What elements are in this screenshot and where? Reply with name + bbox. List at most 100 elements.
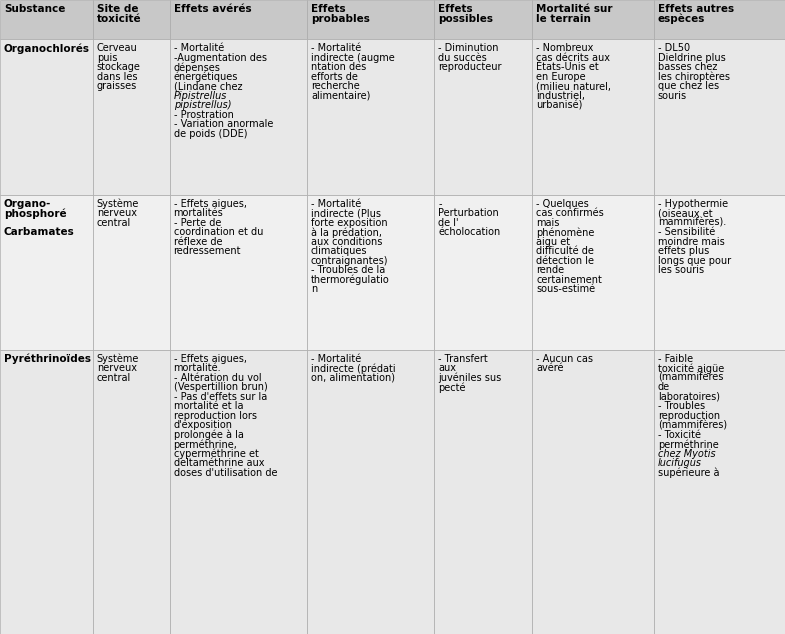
Bar: [532, 0, 654, 39]
Text: Organo-: Organo-: [4, 198, 51, 209]
Text: écholocation: écholocation: [438, 227, 500, 237]
Text: - Pas d'effets sur la: - Pas d'effets sur la: [173, 392, 267, 402]
Text: (oiseaux et: (oiseaux et: [658, 208, 713, 218]
Text: le terrain: le terrain: [536, 13, 591, 23]
Text: recherche: recherche: [311, 81, 360, 91]
Text: on, alimentation): on, alimentation): [311, 373, 395, 383]
Text: du succès: du succès: [438, 53, 487, 63]
Text: - Nombreux: - Nombreux: [536, 43, 593, 53]
Text: perméthrine,: perméthrine,: [173, 439, 237, 450]
Text: - Mortalité: - Mortalité: [173, 43, 224, 53]
Text: coordination et du: coordination et du: [173, 227, 263, 237]
Text: possibles: possibles: [438, 13, 493, 23]
Text: - Altération du vol: - Altération du vol: [173, 373, 261, 383]
Text: longs que pour: longs que pour: [658, 256, 731, 266]
Text: basses chez: basses chez: [658, 62, 717, 72]
Text: - Quelques: - Quelques: [536, 198, 589, 209]
Text: n: n: [311, 284, 317, 294]
Bar: [170, 0, 307, 39]
Text: toxicité: toxicité: [97, 13, 141, 23]
Text: prolongée à la: prolongée à la: [173, 430, 243, 441]
Text: réflexe de: réflexe de: [173, 236, 222, 247]
Text: mortalités: mortalités: [173, 208, 223, 218]
Bar: [170, 39, 307, 195]
Text: - Sensibilité: - Sensibilité: [658, 227, 715, 237]
Text: - Troubles: - Troubles: [658, 401, 705, 411]
Text: industriel,: industriel,: [536, 91, 586, 101]
Text: probables: probables: [311, 13, 370, 23]
Text: alimentaire): alimentaire): [311, 91, 371, 101]
Text: (milieu naturel,: (milieu naturel,: [536, 81, 612, 91]
Text: urbanisé): urbanisé): [536, 100, 582, 110]
Text: Effets: Effets: [438, 4, 473, 14]
Text: puis: puis: [97, 53, 117, 63]
Text: Substance: Substance: [4, 4, 65, 14]
Bar: [170, 350, 307, 634]
Text: de l': de l': [438, 217, 458, 228]
Text: - Hypothermie: - Hypothermie: [658, 198, 728, 209]
Text: forte exposition: forte exposition: [311, 217, 388, 228]
Text: (mammifères): (mammifères): [658, 420, 727, 430]
Text: climatiques: climatiques: [311, 246, 367, 256]
Text: souris: souris: [658, 91, 687, 101]
Text: mais: mais: [536, 217, 560, 228]
Text: de poids (DDE): de poids (DDE): [173, 129, 247, 139]
Text: mortalité.: mortalité.: [173, 363, 221, 373]
Text: Système: Système: [97, 198, 139, 209]
Text: aigu et: aigu et: [536, 236, 571, 247]
Bar: [0, 350, 93, 634]
Text: - Variation anormale: - Variation anormale: [173, 119, 273, 129]
Text: -: -: [438, 198, 442, 209]
Text: phosphoré: phosphoré: [4, 208, 67, 219]
Text: cas confirmés: cas confirmés: [536, 208, 604, 218]
Text: - Diminution: - Diminution: [438, 43, 498, 53]
Text: - Effets aigues,: - Effets aigues,: [173, 354, 246, 364]
Bar: [93, 350, 170, 634]
Text: reproducteur: reproducteur: [438, 62, 502, 72]
Text: moindre mais: moindre mais: [658, 236, 725, 247]
Text: - Mortalité: - Mortalité: [311, 354, 361, 364]
Text: indirecte (Plus: indirecte (Plus: [311, 208, 381, 218]
Text: de: de: [658, 382, 670, 392]
Text: reproduction lors: reproduction lors: [173, 411, 257, 421]
Text: thermorégulatio: thermorégulatio: [311, 275, 389, 285]
Bar: [532, 39, 654, 195]
Text: redressement: redressement: [173, 246, 241, 256]
Text: Perturbation: Perturbation: [438, 208, 498, 218]
Text: -Augmentation des: -Augmentation des: [173, 53, 267, 63]
Text: États-Unis et: États-Unis et: [536, 62, 599, 72]
Text: reproduction: reproduction: [658, 411, 720, 421]
Text: pipistrellus): pipistrellus): [173, 100, 231, 110]
Bar: [307, 0, 434, 39]
Text: dépenses: dépenses: [173, 62, 221, 73]
Text: aux: aux: [438, 363, 456, 373]
Bar: [307, 195, 434, 350]
Text: dans les: dans les: [97, 72, 137, 82]
Text: contraignantes): contraignantes): [311, 256, 389, 266]
Text: Site de: Site de: [97, 4, 138, 14]
Text: détection le: détection le: [536, 256, 594, 266]
Text: - Perte de: - Perte de: [173, 217, 221, 228]
Text: ntation des: ntation des: [311, 62, 366, 72]
Text: Dieldrine plus: Dieldrine plus: [658, 53, 725, 63]
Bar: [654, 0, 785, 39]
Text: perméthrine: perméthrine: [658, 439, 718, 450]
Text: indirecte (prédati: indirecte (prédati: [311, 363, 396, 374]
Text: Cerveau: Cerveau: [97, 43, 137, 53]
Bar: [654, 350, 785, 634]
Bar: [307, 39, 434, 195]
Text: Système: Système: [97, 354, 139, 365]
Text: supérieure à: supérieure à: [658, 468, 719, 479]
Text: (Vespertillion brun): (Vespertillion brun): [173, 382, 268, 392]
Bar: [434, 0, 532, 39]
Text: doses d'utilisation de: doses d'utilisation de: [173, 468, 277, 478]
Bar: [307, 350, 434, 634]
Text: - Effets aigues,: - Effets aigues,: [173, 198, 246, 209]
Text: - Troubles de la: - Troubles de la: [311, 265, 385, 275]
Text: en Europe: en Europe: [536, 72, 586, 82]
Text: - Faible: - Faible: [658, 354, 693, 364]
Text: - Mortalité: - Mortalité: [311, 43, 361, 53]
Text: Pipistrellus: Pipistrellus: [173, 91, 227, 101]
Bar: [0, 195, 93, 350]
Text: central: central: [97, 373, 131, 383]
